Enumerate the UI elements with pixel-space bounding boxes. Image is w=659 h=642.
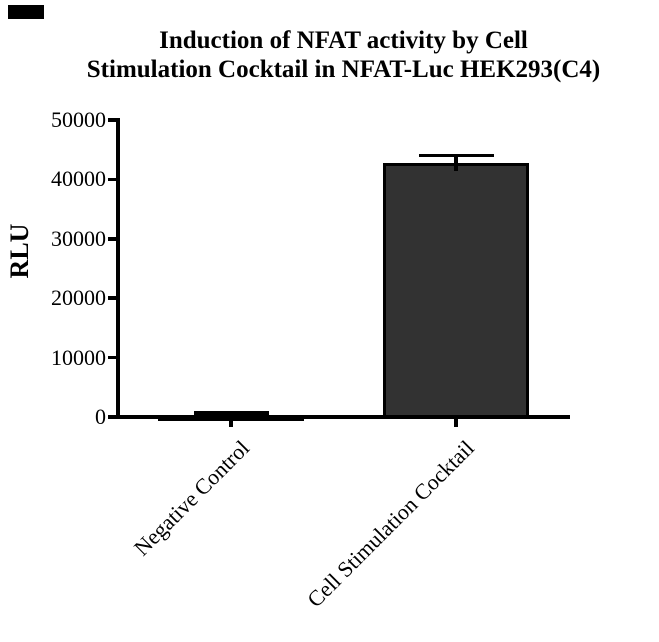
y-tick-label-4: 40000 [51,166,106,192]
chart-title: Induction of NFAT activity by Cell Stimu… [14,26,659,84]
error-bar-cap-0 [193,411,269,415]
y-tick-2 [108,296,117,300]
y-tick-5 [108,118,117,122]
x-axis-line [115,415,571,419]
x-tick-1 [454,417,458,427]
y-tick-0 [108,415,117,419]
y-tick-label-0: 0 [95,404,106,429]
y-tick-label-3: 30000 [51,225,106,251]
y-tick-4 [108,177,117,182]
y-tick-label-1: 10000 [51,344,106,370]
y-tick-label-5: 50000 [51,107,106,132]
y-tick-1 [108,355,117,360]
y-tick-label-2: 20000 [51,285,106,311]
error-bar-whisker-1 [454,155,458,171]
x-category-label-1: Cell Stimulation Cocktail [302,435,479,612]
x-category-label-0: Negative Control [128,435,254,561]
chart-title-line-2: Stimulation Cocktail in NFAT-Luc HEK293(… [86,56,601,83]
bar-1 [383,162,529,419]
chart-title-line-1: Induction of NFAT activity by Cell [159,27,528,54]
y-tick-3 [108,237,117,241]
corner-mark-artifact [8,5,44,19]
y-axis-line [116,118,120,419]
error-bar-cap-1 [418,153,494,158]
x-tick-0 [229,417,233,427]
